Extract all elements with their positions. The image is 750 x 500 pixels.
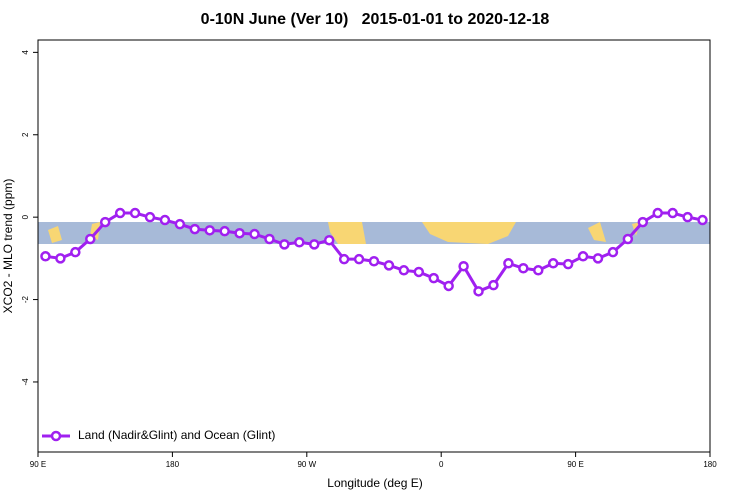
- y-tick-label: 2: [21, 132, 30, 137]
- plot-frame: [37, 39, 711, 453]
- x-tick-label: 90 E: [30, 460, 46, 469]
- data-point: [458, 260, 469, 272]
- data-point: [547, 258, 559, 269]
- data-point: [533, 265, 544, 276]
- data-point: [622, 233, 634, 245]
- data-point: [338, 253, 350, 265]
- data-point: [443, 280, 454, 292]
- x-tick-label: 180: [703, 460, 717, 469]
- data-point: [428, 272, 439, 284]
- data-point: [368, 255, 380, 267]
- data-point: [518, 262, 529, 274]
- data-point: [353, 253, 365, 265]
- data-point: [607, 246, 619, 258]
- x-tick-label: 90 W: [297, 460, 316, 469]
- data-point: [413, 266, 425, 278]
- y-axis-label: XCO2 - MLO trend (ppm): [1, 179, 15, 314]
- data-point: [129, 207, 141, 219]
- data-point: [249, 228, 260, 240]
- data-point: [562, 258, 574, 270]
- data-point: [219, 225, 230, 237]
- data-point: [488, 279, 499, 291]
- data-point: [577, 251, 589, 262]
- data-point: [40, 251, 51, 262]
- data-point: [174, 218, 186, 230]
- chart-title: 0-10N June (Ver 10) 2015-01-01 to 2020-1…: [201, 11, 550, 28]
- y-tick-label: -2: [21, 295, 30, 303]
- data-point: [144, 211, 156, 223]
- data-point: [159, 214, 171, 226]
- data-point: [114, 207, 126, 219]
- data-point: [55, 253, 66, 264]
- data-point: [234, 227, 245, 239]
- data-point: [294, 237, 305, 248]
- data-point: [637, 216, 649, 228]
- y-tick-label: 4: [21, 50, 30, 55]
- data-point: [682, 211, 693, 223]
- data-point: [85, 233, 96, 245]
- data-point: [697, 214, 708, 226]
- y-tick-label: 0: [21, 214, 30, 219]
- map-background: [38, 222, 710, 244]
- data-point: [503, 258, 514, 269]
- x-tick-label: 0: [439, 460, 444, 469]
- data-point: [592, 253, 604, 264]
- data-point: [264, 233, 275, 245]
- data-point: [99, 216, 111, 228]
- data-point: [667, 207, 678, 219]
- x-axis-label: Longitude (deg E): [327, 476, 422, 490]
- data-point: [383, 260, 395, 271]
- legend-label: Land (Nadir&Glint) and Ocean (Glint): [78, 428, 275, 442]
- legend-marker: [50, 430, 62, 442]
- x-tick-label: 180: [166, 460, 180, 469]
- data-point: [398, 265, 410, 276]
- data-point: [189, 223, 201, 235]
- data-point: [70, 246, 81, 258]
- data-point: [323, 234, 335, 246]
- data-point: [652, 207, 663, 219]
- data-point: [204, 225, 215, 236]
- data-point: [279, 239, 290, 250]
- data-point: [473, 286, 484, 297]
- data-point: [309, 239, 320, 250]
- y-tick-label: -4: [21, 378, 30, 386]
- x-tick-label: 90 E: [567, 460, 583, 469]
